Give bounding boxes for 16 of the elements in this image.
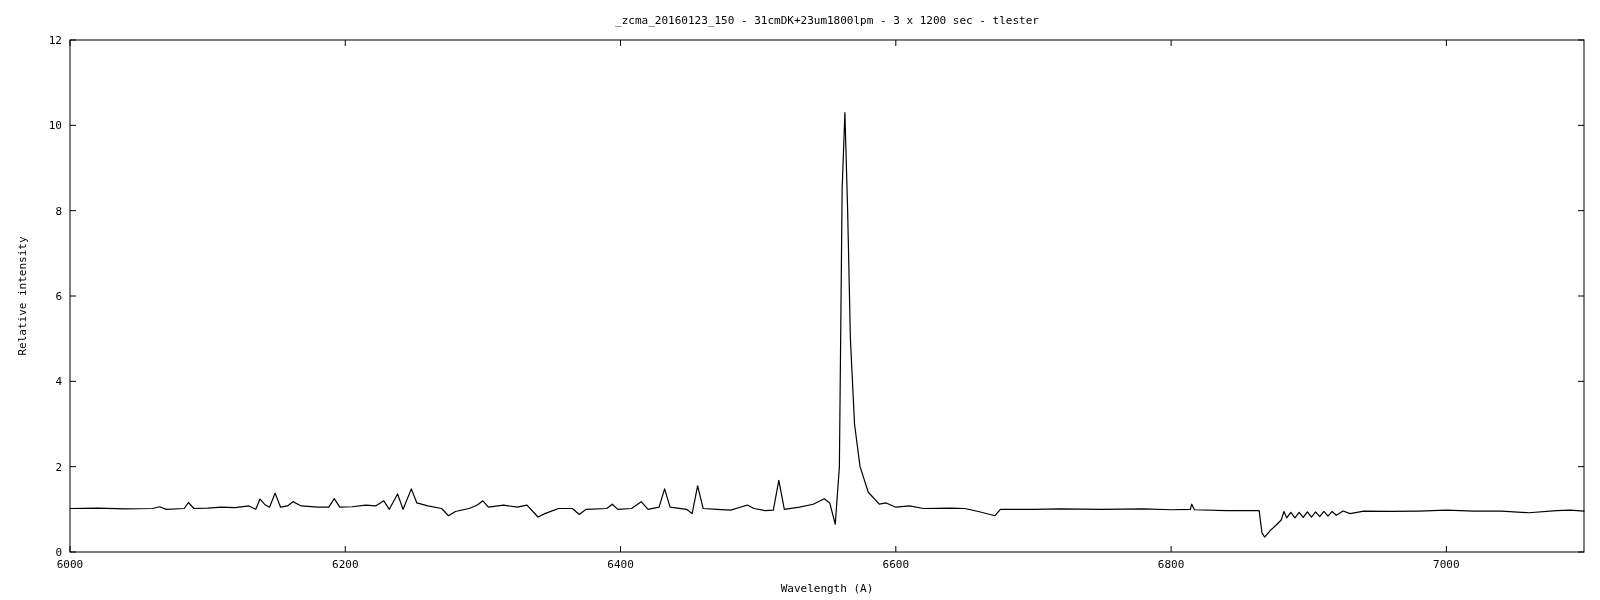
y-tick-label: 10 <box>48 119 62 133</box>
y-tick-label: 8 <box>55 204 62 218</box>
y-tick-label: 12 <box>48 34 62 47</box>
y-axis-title: Relative intensity <box>16 236 29 356</box>
x-tick-label: 6800 <box>1157 558 1185 571</box>
x-tick-label: 6400 <box>607 558 634 571</box>
y-tick-label: 4 <box>55 375 63 389</box>
x-tick-label: 6200 <box>332 558 359 571</box>
y-tick-label: 0 <box>55 546 62 559</box>
x-tick-label: 6600 <box>882 558 910 571</box>
x-axis-title: Wavelength (A) <box>780 582 874 595</box>
y-tick-label: 6 <box>55 290 62 303</box>
chart-title: _zcma_20160123_150 - 31cmDK+23um1800lpm - 3 x 1200 sec - tlester <box>615 14 1040 27</box>
x-tick-label: 7000 <box>1433 558 1460 571</box>
x-tick-label: 6000 <box>56 558 84 571</box>
y-tick-label: 2 <box>55 460 62 474</box>
